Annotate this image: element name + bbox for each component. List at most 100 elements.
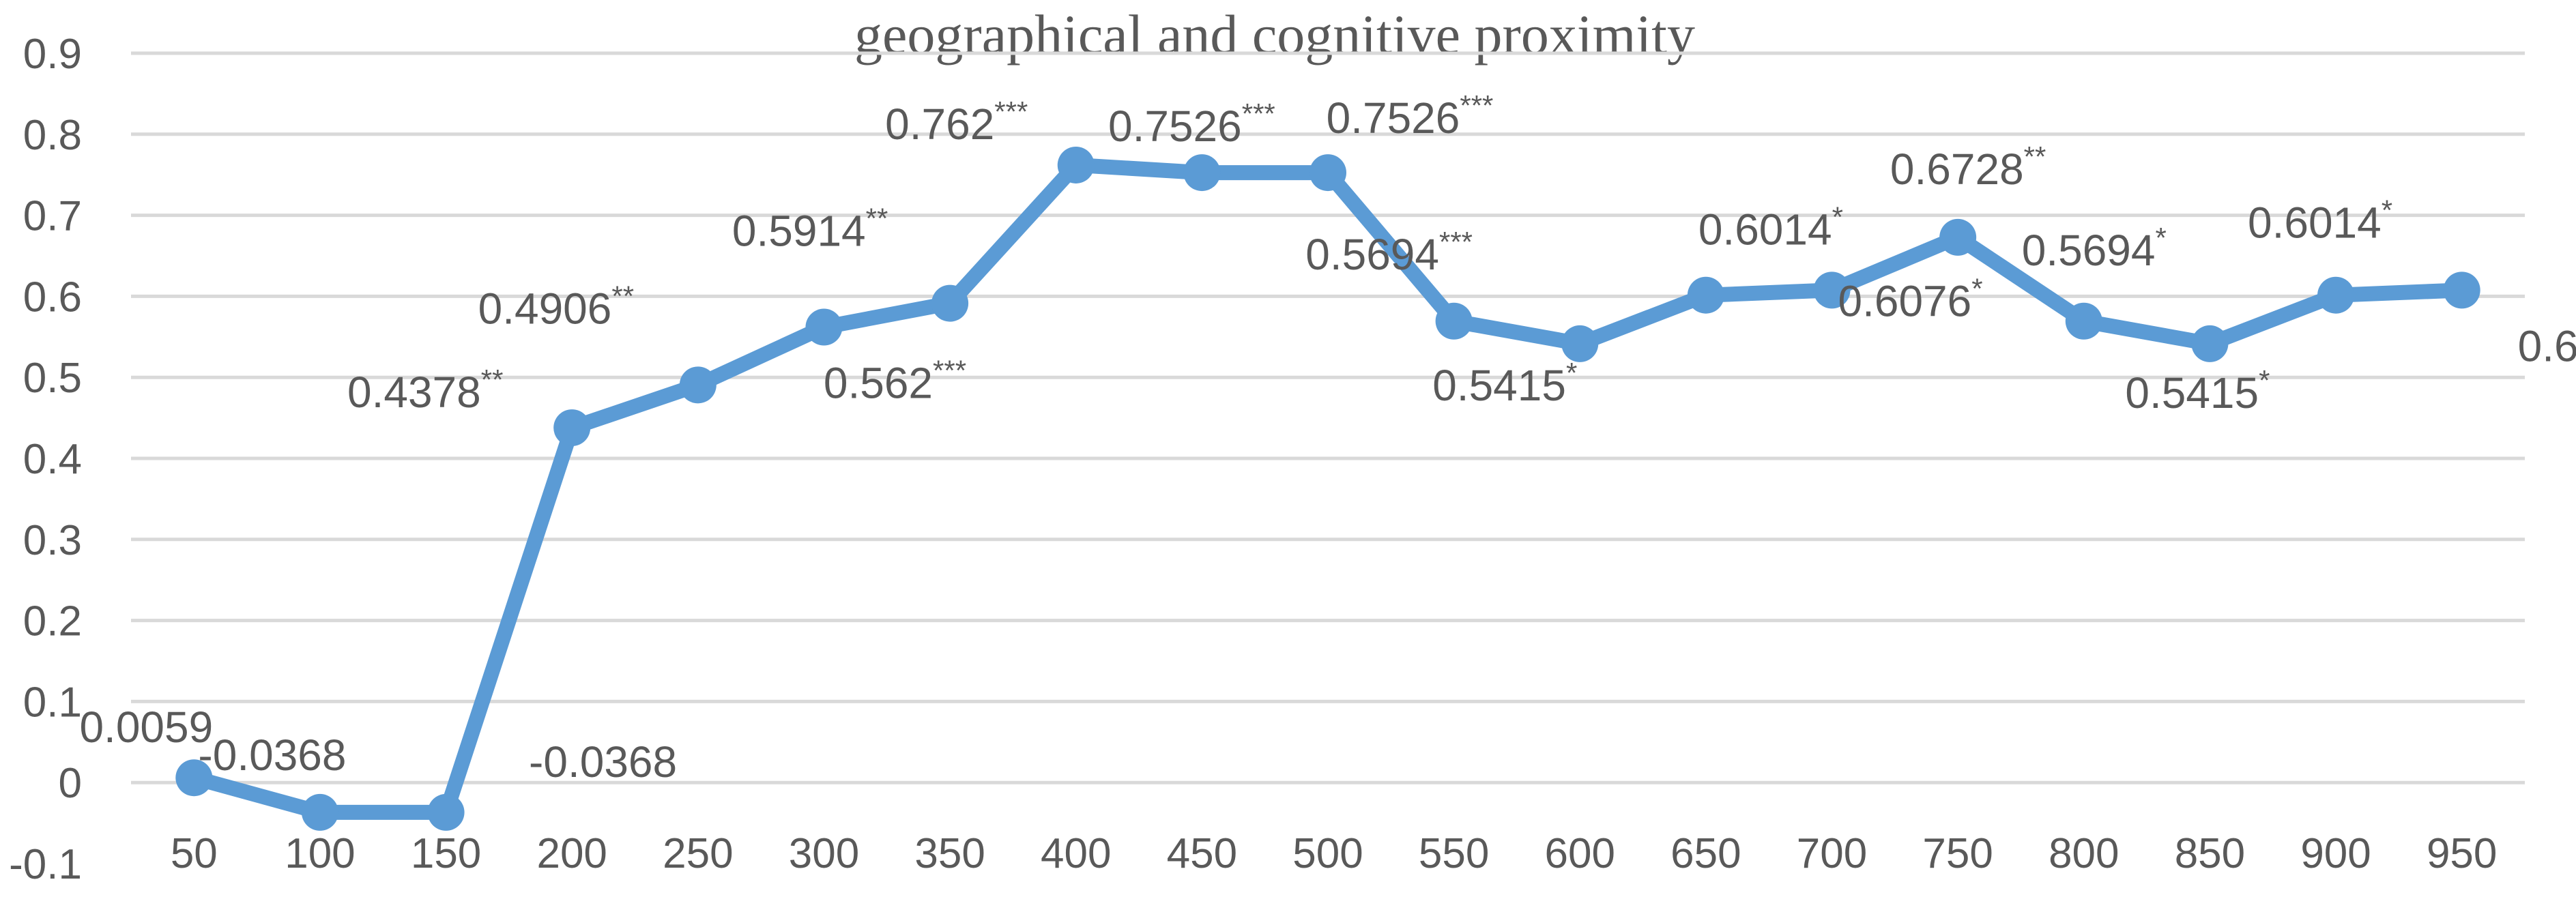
data-label: 0.4378** — [347, 364, 503, 417]
data-point — [1309, 154, 1346, 192]
data-label-value: 0.6014 — [2248, 198, 2382, 248]
y-tick-label: 0.1 — [23, 679, 82, 726]
data-label: 0.4906** — [478, 280, 634, 333]
data-point — [931, 284, 969, 322]
data-point — [1687, 276, 1724, 314]
data-label-value: -0.0368 — [529, 737, 677, 786]
significance-stars: *** — [1439, 226, 1473, 258]
x-tick-label: 650 — [1670, 830, 1741, 877]
data-label: 0.6014* — [2248, 194, 2392, 248]
x-tick-label: 150 — [411, 830, 481, 877]
significance-stars: ** — [481, 364, 504, 396]
data-point — [2065, 302, 2102, 340]
data-label-value: 0.762 — [885, 100, 994, 149]
data-label-value: 0.5914 — [732, 207, 866, 256]
x-tick-label: 900 — [2300, 830, 2371, 877]
significance-stars: *** — [1460, 89, 1493, 121]
data-label-value: 0.4906 — [478, 284, 612, 333]
significance-stars: *** — [933, 355, 966, 387]
data-label: 0.5694*** — [1305, 226, 1473, 279]
y-tick-label: 0.7 — [23, 193, 82, 240]
significance-stars: * — [1832, 201, 1843, 233]
data-label: 0.562*** — [824, 355, 966, 408]
data-point — [2317, 276, 2355, 314]
y-tick-label: 0.2 — [23, 598, 82, 645]
data-label: 0.762*** — [885, 95, 1028, 149]
series — [175, 146, 2480, 831]
x-tick-label: 600 — [1545, 830, 1615, 877]
data-label-value: 0.4378 — [347, 368, 481, 417]
data-point — [1939, 218, 1977, 256]
data-label-value: 0.7526 — [1327, 93, 1460, 143]
data-label-value: 0.562 — [824, 359, 933, 408]
data-point — [805, 308, 843, 346]
data-label-value: 0.6014 — [1698, 205, 1832, 254]
data-label: 0.6014* — [1698, 201, 1843, 254]
significance-stars: * — [2259, 364, 2270, 396]
x-tick-label: 700 — [1797, 830, 1867, 877]
x-tick-label: 250 — [663, 830, 733, 877]
x-tick-label: 850 — [2175, 830, 2245, 877]
data-point — [175, 759, 213, 797]
data-label-value: 0.5694 — [2022, 226, 2156, 275]
x-tick-label: 350 — [914, 830, 985, 877]
significance-stars: * — [2382, 194, 2392, 226]
x-tick-label: 450 — [1167, 830, 1237, 877]
data-label: 0.5914** — [732, 203, 888, 256]
x-tick-label: 300 — [789, 830, 859, 877]
y-tick-label: 0.3 — [23, 517, 82, 564]
significance-stars: ** — [2024, 141, 2046, 173]
y-tick-label: 0.8 — [23, 112, 82, 159]
x-tick-label: 750 — [1922, 830, 1993, 877]
data-label: 0.5694* — [2022, 222, 2167, 275]
y-axis-ticks: -0.1 0 0.1 0.2 0.3 0.4 0.5 0.6 0.7 0.8 0.9 — [9, 31, 82, 888]
x-tick-label: 500 — [1292, 830, 1363, 877]
y-tick-label: -0.1 — [9, 841, 82, 888]
y-tick-label: 0.4 — [23, 436, 82, 483]
x-tick-label: 100 — [285, 830, 355, 877]
data-label-value: 0.0059 — [79, 703, 213, 752]
data-label-value: 0.6076 — [1838, 276, 1971, 325]
data-label: -0.0368 — [198, 731, 346, 780]
data-label: 0.7526*** — [1327, 89, 1494, 143]
data-point — [2191, 325, 2229, 362]
data-label-value: 0.6076 — [2518, 321, 2576, 370]
data-point — [2443, 271, 2480, 309]
data-point — [1435, 302, 1473, 340]
y-tick-label: 0.6 — [23, 274, 82, 321]
significance-stars: * — [1971, 272, 1982, 304]
y-tick-label: 0.9 — [23, 31, 82, 78]
data-label: 0.0059 — [79, 703, 213, 752]
data-label-value: 0.5415 — [2125, 368, 2259, 417]
significance-stars: *** — [994, 95, 1028, 128]
significance-stars: * — [1566, 357, 1577, 389]
data-point — [1561, 325, 1599, 362]
data-point — [1813, 271, 1851, 309]
data-label: 0.6076* — [1838, 272, 1982, 325]
data-point — [1183, 154, 1221, 192]
data-point — [679, 366, 717, 404]
data-label: 0.6076* — [2518, 317, 2576, 370]
data-label-value: 0.7526 — [1108, 102, 1242, 151]
data-label: 0.7526*** — [1108, 98, 1275, 151]
data-point — [301, 793, 338, 831]
x-tick-label: 200 — [536, 830, 607, 877]
significance-stars: ** — [611, 280, 634, 312]
data-labels: 0.0059-0.0368 -0.03680.4378**0.4906**0.56… — [79, 89, 2576, 786]
data-label: 0.5415* — [2125, 364, 2270, 417]
data-label-value: 0.5694 — [1305, 230, 1439, 279]
data-label-value: 0.5415 — [1432, 361, 1566, 410]
data-label: -0.0368 — [529, 737, 677, 786]
data-label-value: 0.6728 — [1890, 145, 2024, 194]
significance-stars: *** — [1242, 98, 1275, 130]
data-point — [427, 793, 465, 831]
significance-stars: * — [2155, 222, 2166, 254]
x-tick-label: 400 — [1041, 830, 1111, 877]
x-tick-label: 550 — [1419, 830, 1489, 877]
data-label: 0.6728** — [1890, 141, 2046, 194]
data-point — [553, 409, 591, 447]
significance-stars: ** — [866, 203, 888, 235]
x-tick-label: 50 — [171, 830, 218, 877]
x-axis-ticks: 50 100 150 200 250 300 350 400 450 500 550 600 650 70… — [171, 830, 2498, 877]
